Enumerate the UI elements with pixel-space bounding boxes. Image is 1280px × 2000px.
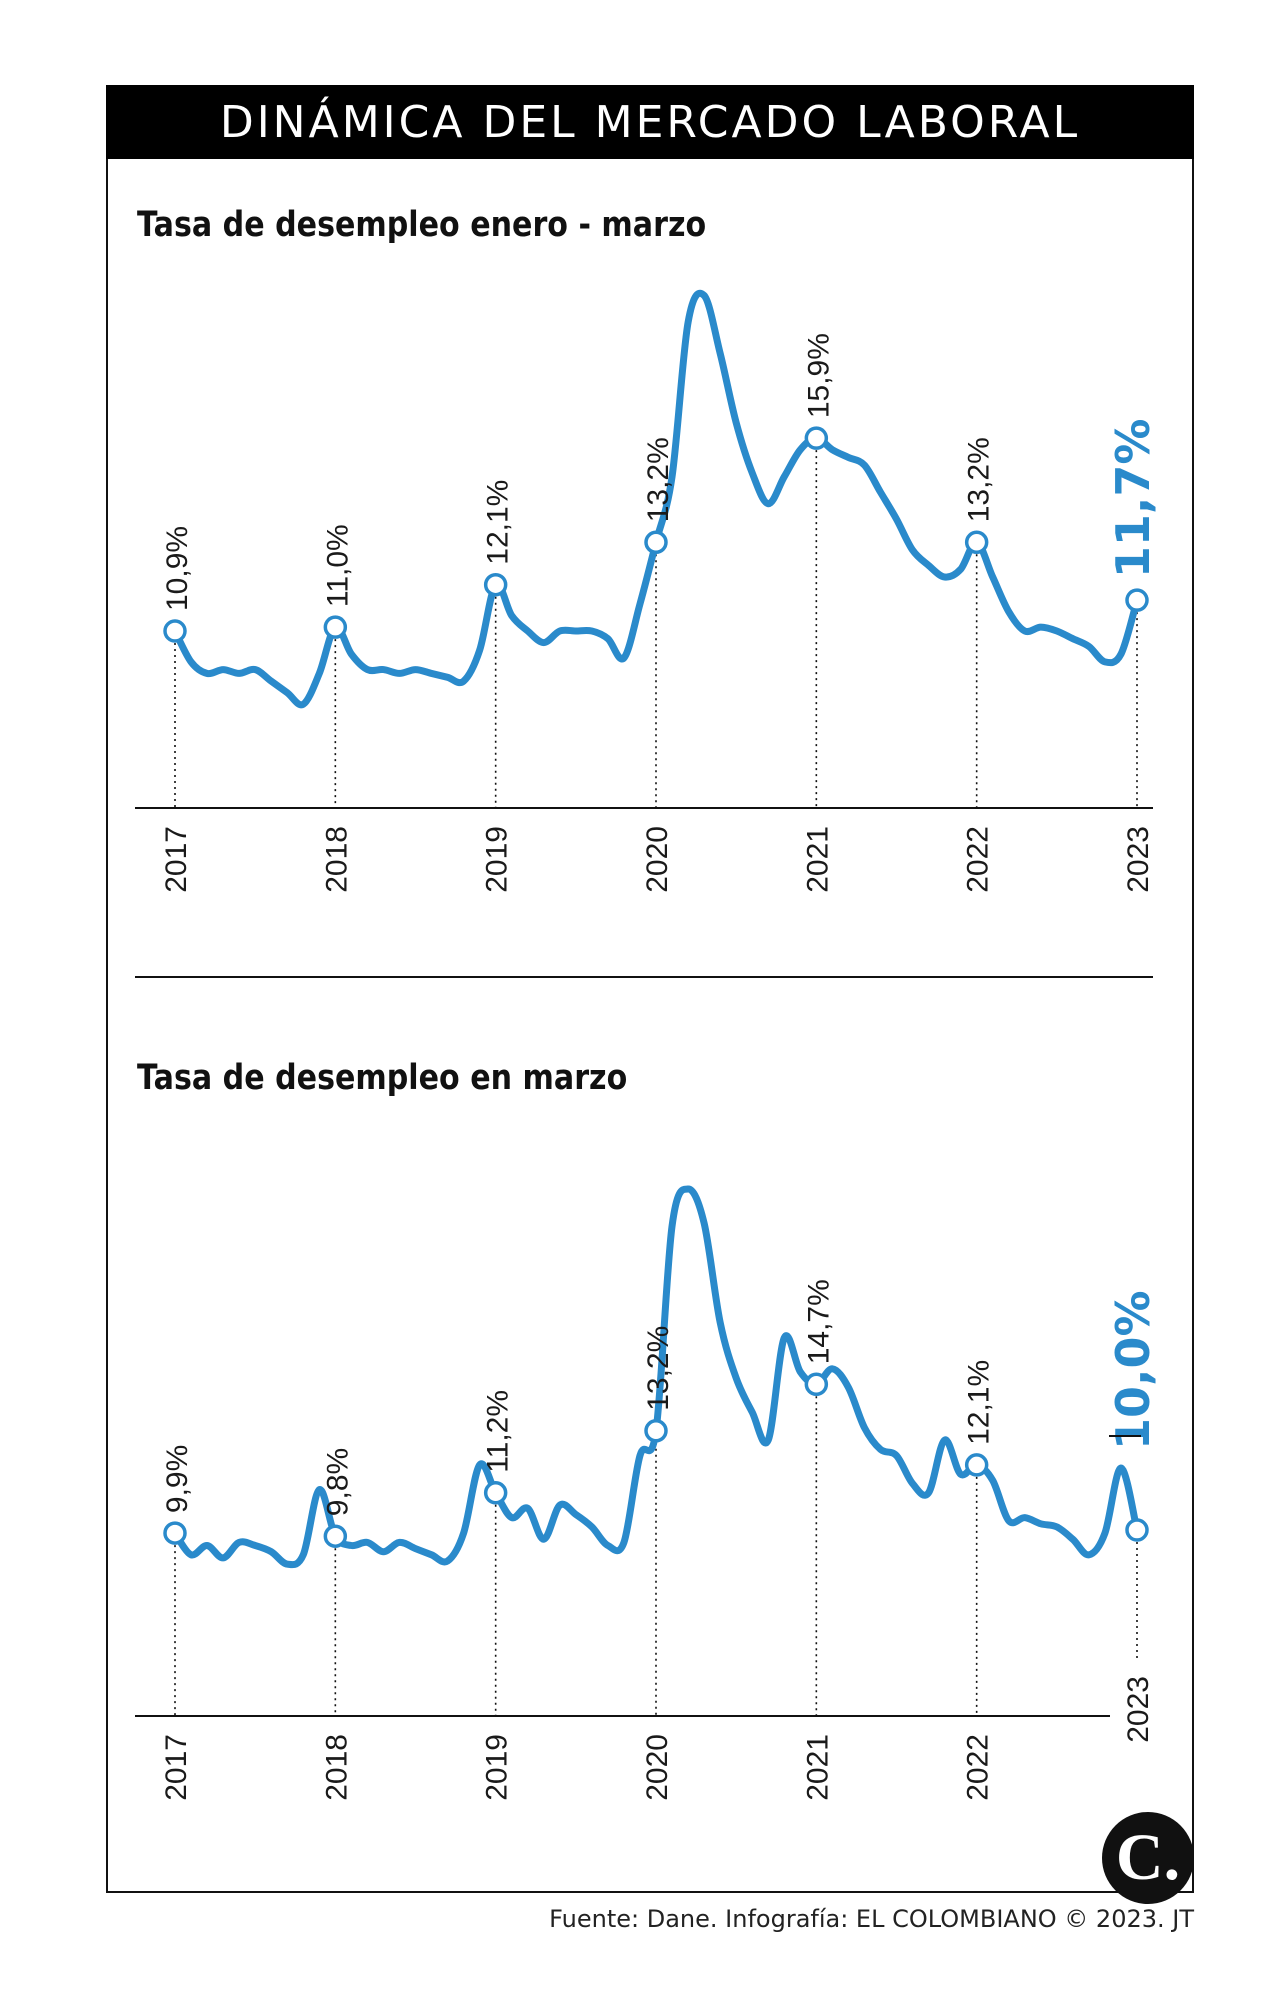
data-point-2023 <box>1125 588 1149 612</box>
data-point-2017 <box>163 1521 187 1545</box>
value-label-2023: 10,0% <box>1106 1290 1160 1450</box>
value-label-2022: 13,2% <box>963 437 996 522</box>
year-label-2019: 2019 <box>481 1734 514 1801</box>
data-point-2018 <box>323 615 348 639</box>
source-footer: Fuente: Dane. Infografía: EL COLOMBIANO … <box>549 1905 1194 1933</box>
year-label-2023: 2023 <box>1122 1676 1155 1743</box>
year-label-2021: 2021 <box>801 1734 834 1801</box>
year-label-2023: 2023 <box>1122 826 1155 893</box>
data-point-2020 <box>644 1419 668 1443</box>
year-label-2017: 2017 <box>160 1734 193 1801</box>
value-label-2021: 14,7% <box>802 1279 835 1364</box>
data-point-2022 <box>964 530 989 555</box>
value-label-2020: 13,2% <box>642 437 675 522</box>
value-label-2017: 9,9% <box>161 1445 194 1513</box>
data-point-2019 <box>483 1481 508 1505</box>
header-title: DINÁMICA DEL MERCADO LABORAL <box>106 85 1194 159</box>
chart-enero-marzo: 10,9% 2017 11,0% 2018 12,1% 2019 13,2% 2020 15,9… <box>135 289 1160 893</box>
data-point-2020 <box>644 530 668 555</box>
value-label-2023: 11,7% <box>1106 419 1160 579</box>
section-divider <box>135 976 1153 978</box>
value-label-2021: 15,9% <box>802 333 835 418</box>
year-label-2020: 2020 <box>641 826 674 893</box>
data-point-2022 <box>964 1453 989 1477</box>
value-label-2020: 13,2% <box>642 1326 675 1411</box>
value-label-2019: 12,1% <box>482 480 515 565</box>
chart-1-title: Tasa de desempleo enero - marzo <box>137 205 707 245</box>
data-point-2018 <box>323 1524 348 1548</box>
chart-2-title: Tasa de desempleo en marzo <box>137 1058 628 1098</box>
data-point-2019 <box>483 572 508 597</box>
year-label-2022: 2022 <box>962 1734 995 1801</box>
value-label-2018: 9,8% <box>321 1448 354 1516</box>
data-point-2017 <box>163 619 187 643</box>
value-label-2017: 10,9% <box>161 526 194 611</box>
value-label-2022: 12,1% <box>963 1360 996 1445</box>
year-label-2018: 2018 <box>320 1734 353 1801</box>
value-label-2018: 11,0% <box>321 524 354 607</box>
year-label-2018: 2018 <box>320 826 353 893</box>
year-label-2021: 2021 <box>801 826 834 893</box>
data-point-2021 <box>804 426 829 450</box>
year-label-2020: 2020 <box>641 1734 674 1801</box>
data-point-2023 <box>1125 1518 1149 1542</box>
data-point-2021 <box>804 1372 829 1397</box>
year-label-2019: 2019 <box>481 826 514 893</box>
chart-marzo: 9,9% 2017 9,8% 2018 11,2% 2019 13,2% 2020 14,7% 2… <box>135 1185 1160 1801</box>
value-label-2019: 11,2% <box>482 1390 515 1473</box>
el-colombiano-logo: C. <box>1102 1812 1194 1904</box>
year-label-2022: 2022 <box>962 826 995 893</box>
year-label-2017: 2017 <box>160 826 193 893</box>
